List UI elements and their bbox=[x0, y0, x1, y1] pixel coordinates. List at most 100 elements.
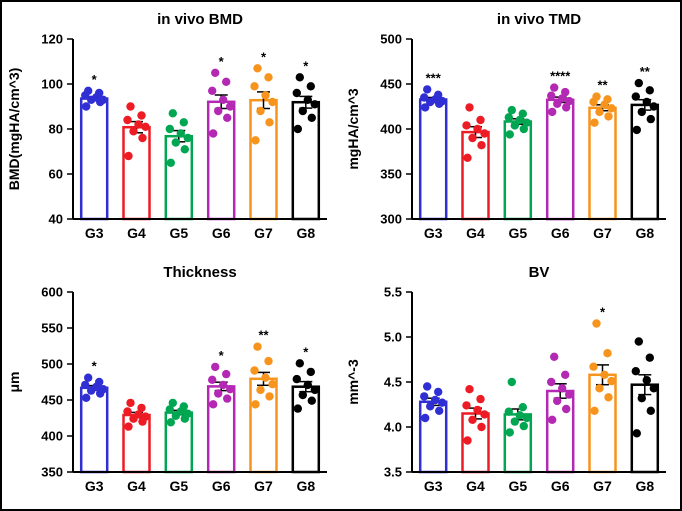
data-point-G8 bbox=[634, 337, 643, 346]
data-point-G5 bbox=[515, 411, 524, 420]
data-point-G4 bbox=[479, 129, 489, 138]
x-tick-label-G6: G6 bbox=[550, 478, 569, 494]
data-point-G7 bbox=[602, 349, 612, 358]
y-tick-label: 550 bbox=[41, 321, 63, 336]
data-point-G4 bbox=[140, 412, 150, 422]
data-point-G6 bbox=[213, 106, 222, 115]
significance-G3: *** bbox=[425, 70, 441, 85]
data-point-G8 bbox=[645, 85, 654, 95]
chart-panel-bv: BV mm^-3 3.5 4.0 4.5 5.0 5.5 G3 G4 G5 G6 * G7 G8 bbox=[341, 256, 680, 510]
data-point-G7 bbox=[264, 117, 274, 127]
data-point-G7 bbox=[589, 406, 599, 416]
data-point-G4 bbox=[123, 422, 133, 432]
data-point-G5 bbox=[507, 378, 516, 387]
data-point-G4 bbox=[125, 398, 135, 408]
data-point-G3 bbox=[437, 96, 446, 106]
y-tick-label: 450 bbox=[380, 76, 402, 91]
data-point-G8 bbox=[637, 394, 646, 403]
data-point-G8 bbox=[310, 385, 319, 395]
y-tick-label: 300 bbox=[380, 211, 402, 226]
data-point-G5 bbox=[522, 414, 531, 423]
y-tick-label: 400 bbox=[41, 429, 63, 444]
y-tick-label: 4.0 bbox=[383, 420, 401, 435]
significance-G6: * bbox=[218, 348, 224, 363]
y-tick-label: 500 bbox=[41, 357, 63, 372]
data-point-G3 bbox=[433, 387, 442, 397]
data-point-G6 bbox=[221, 370, 230, 379]
data-point-G8 bbox=[649, 384, 658, 393]
data-point-G7 bbox=[255, 385, 265, 395]
x-tick-label-G5: G5 bbox=[508, 478, 527, 494]
x-tick-label-G4: G4 bbox=[127, 478, 146, 494]
chart-title: Thickness bbox=[163, 264, 236, 281]
data-point-G3 bbox=[419, 93, 428, 102]
data-point-G8 bbox=[298, 106, 307, 115]
data-point-G6 bbox=[207, 86, 216, 95]
data-point-G4 bbox=[140, 122, 150, 131]
data-point-G5 bbox=[504, 112, 513, 122]
x-tick-label-G8: G8 bbox=[296, 225, 315, 241]
significance-G7: * bbox=[260, 49, 266, 64]
data-point-G8 bbox=[307, 113, 316, 122]
data-point-G3 bbox=[425, 402, 434, 411]
chart-title: in vivo BMD bbox=[157, 11, 243, 28]
data-point-G5 bbox=[518, 109, 527, 118]
data-point-G4 bbox=[479, 410, 489, 419]
data-point-G3 bbox=[419, 392, 428, 401]
x-tick-label-G6: G6 bbox=[211, 225, 230, 241]
data-point-G3 bbox=[422, 382, 431, 391]
x-tick-label-G7: G7 bbox=[254, 478, 273, 494]
data-point-G3 bbox=[433, 90, 442, 99]
data-point-G5 bbox=[519, 422, 528, 431]
chart-panel-bmd: in vivo BMD BMD(mgHA/cm^3) 40 60 80 100 120 * G3… bbox=[2, 2, 341, 256]
data-point-G4 bbox=[462, 436, 472, 445]
x-tick-label-G5: G5 bbox=[169, 225, 188, 241]
data-point-G8 bbox=[632, 429, 641, 438]
data-point-G7 bbox=[250, 135, 260, 145]
bar-G8 bbox=[630, 103, 659, 220]
data-point-G5 bbox=[183, 133, 192, 142]
data-point-G4 bbox=[123, 151, 133, 160]
significance-G3: * bbox=[91, 359, 97, 374]
significance-G3: * bbox=[91, 72, 97, 87]
data-point-G8 bbox=[293, 404, 302, 414]
y-tick-label: 3.5 bbox=[383, 465, 401, 480]
data-point-G6 bbox=[208, 400, 217, 409]
data-point-G4 bbox=[137, 133, 147, 142]
data-point-G7 bbox=[606, 103, 616, 113]
data-point-G8 bbox=[293, 124, 302, 133]
data-point-G7 bbox=[260, 373, 270, 383]
data-point-G7 bbox=[606, 377, 616, 386]
data-point-G3 bbox=[420, 102, 429, 112]
data-point-G8 bbox=[645, 353, 654, 363]
data-point-G5 bbox=[505, 428, 514, 437]
data-point-G8 bbox=[295, 359, 304, 368]
data-point-G5 bbox=[504, 407, 513, 417]
data-point-G7 bbox=[250, 400, 260, 409]
data-point-G8 bbox=[292, 375, 301, 384]
data-point-G4 bbox=[136, 111, 146, 120]
data-point-G3 bbox=[80, 380, 89, 390]
bar-G3 bbox=[79, 97, 108, 220]
data-point-G4 bbox=[475, 395, 485, 404]
data-point-G6 bbox=[546, 91, 555, 100]
data-point-G4 bbox=[476, 423, 486, 432]
data-point-G7 bbox=[588, 362, 598, 372]
chart-title: in vivo TMD bbox=[496, 11, 580, 28]
data-point-G7 bbox=[260, 90, 270, 100]
data-point-G6 bbox=[557, 93, 566, 103]
x-tick-label-G8: G8 bbox=[296, 478, 315, 494]
x-tick-label-G3: G3 bbox=[423, 478, 442, 494]
data-point-G6 bbox=[557, 384, 566, 393]
data-point-G5 bbox=[166, 158, 175, 167]
x-tick-label-G4: G4 bbox=[466, 478, 485, 494]
x-tick-label-G3: G3 bbox=[423, 225, 442, 241]
data-point-G4 bbox=[464, 102, 474, 112]
data-point-G6 bbox=[218, 380, 227, 390]
data-point-G7 bbox=[591, 319, 601, 328]
data-point-G6 bbox=[222, 113, 231, 122]
data-point-G4 bbox=[133, 410, 143, 419]
data-point-G6 bbox=[222, 394, 231, 404]
data-point-G7 bbox=[267, 97, 277, 106]
data-point-G8 bbox=[634, 78, 643, 88]
